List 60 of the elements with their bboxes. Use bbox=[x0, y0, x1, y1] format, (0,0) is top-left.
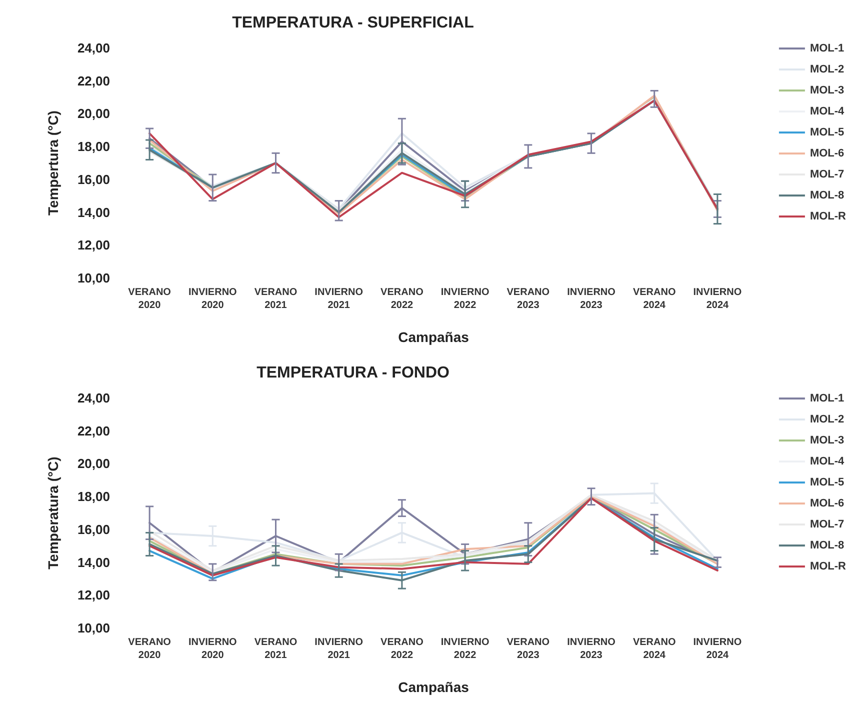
legend-label: MOL-5 bbox=[810, 476, 844, 488]
y-tick-label: 22,00 bbox=[77, 73, 110, 88]
x-axis-title: Campañas bbox=[398, 679, 470, 695]
legend-label: MOL-7 bbox=[810, 168, 844, 180]
x-tick-label: INVIERNO 2021 bbox=[314, 287, 364, 311]
legend-label: MOL-8 bbox=[810, 190, 844, 202]
y-tick-label: 10,00 bbox=[77, 620, 110, 636]
legend-label: MOL-5 bbox=[810, 126, 844, 138]
legend-label: MOL-1 bbox=[810, 392, 844, 404]
y-tick-label: 20,00 bbox=[77, 456, 110, 472]
legend-label: MOL-4 bbox=[810, 456, 846, 468]
legend-label: MOL-4 bbox=[810, 106, 846, 118]
y-tick-label: 16,00 bbox=[77, 172, 110, 187]
x-tick-label: VERANO 2023 bbox=[506, 287, 550, 311]
y-tick-label: 20,00 bbox=[77, 106, 110, 122]
legend-label: MOL-2 bbox=[810, 414, 844, 426]
x-tick-label: INVIERNO 2022 bbox=[440, 637, 490, 661]
x-tick-label: INVIERNO 2022 bbox=[440, 287, 490, 311]
x-tick-label: VERANO 2024 bbox=[632, 287, 676, 311]
y-tick-label: 10,00 bbox=[77, 270, 110, 286]
x-tick-label: VERANO 2021 bbox=[254, 287, 298, 311]
x-tick-label: VERANO 2020 bbox=[128, 637, 172, 661]
y-tick-label: 18,00 bbox=[77, 489, 110, 504]
x-tick-label: VERANO 2020 bbox=[128, 287, 172, 311]
x-tick-label: INVIERNO 2021 bbox=[314, 637, 364, 661]
legend-label: MOL-R bbox=[810, 210, 846, 222]
x-tick-label: INVIERNO 2023 bbox=[567, 287, 616, 311]
x-tick-label: VERANO 2022 bbox=[380, 637, 424, 661]
y-tick-label: 24,00 bbox=[77, 40, 110, 56]
legend-label: MOL-2 bbox=[810, 64, 844, 76]
legend-label: MOL-8 bbox=[810, 540, 844, 552]
x-tick-label: VERANO 2022 bbox=[380, 287, 424, 311]
x-tick-label: VERANO 2023 bbox=[506, 637, 550, 661]
y-tick-label: 12,00 bbox=[77, 238, 110, 253]
x-tick-label: VERANO 2021 bbox=[254, 637, 298, 661]
x-tick-label: INVIERNO 2024 bbox=[693, 287, 742, 311]
y-tick-label: 12,00 bbox=[77, 588, 110, 603]
legend-label: MOL-3 bbox=[810, 84, 844, 96]
y-tick-label: 14,00 bbox=[77, 204, 110, 220]
x-tick-label: INVIERNO 2023 bbox=[567, 637, 616, 661]
legend-label: MOL-6 bbox=[810, 148, 844, 160]
y-axis-title: Tempertura (°C) bbox=[45, 110, 61, 216]
y-tick-label: 16,00 bbox=[77, 522, 110, 537]
legend-label: MOL-6 bbox=[810, 498, 844, 510]
x-axis-title: Campañas bbox=[398, 329, 470, 345]
x-tick-label: INVIERNO 2020 bbox=[188, 637, 238, 661]
x-tick-label: INVIERNO 2024 bbox=[693, 637, 742, 661]
y-axis-title: Temperatura (°C) bbox=[45, 456, 61, 570]
x-tick-label: VERANO 2024 bbox=[632, 637, 676, 661]
chart-title: TEMPERATURA - FONDO bbox=[256, 364, 450, 382]
y-tick-label: 22,00 bbox=[77, 423, 110, 438]
y-tick-label: 24,00 bbox=[77, 390, 110, 406]
chart-title: TEMPERATURA - SUPERFICIAL bbox=[232, 14, 474, 32]
legend-label: MOL-7 bbox=[810, 518, 844, 530]
y-tick-label: 14,00 bbox=[77, 554, 110, 570]
y-tick-label: 18,00 bbox=[77, 139, 110, 154]
x-tick-label: INVIERNO 2020 bbox=[188, 287, 238, 311]
legend-label: MOL-1 bbox=[810, 42, 844, 54]
legend-label: MOL-3 bbox=[810, 434, 844, 446]
legend-label: MOL-R bbox=[810, 560, 846, 572]
